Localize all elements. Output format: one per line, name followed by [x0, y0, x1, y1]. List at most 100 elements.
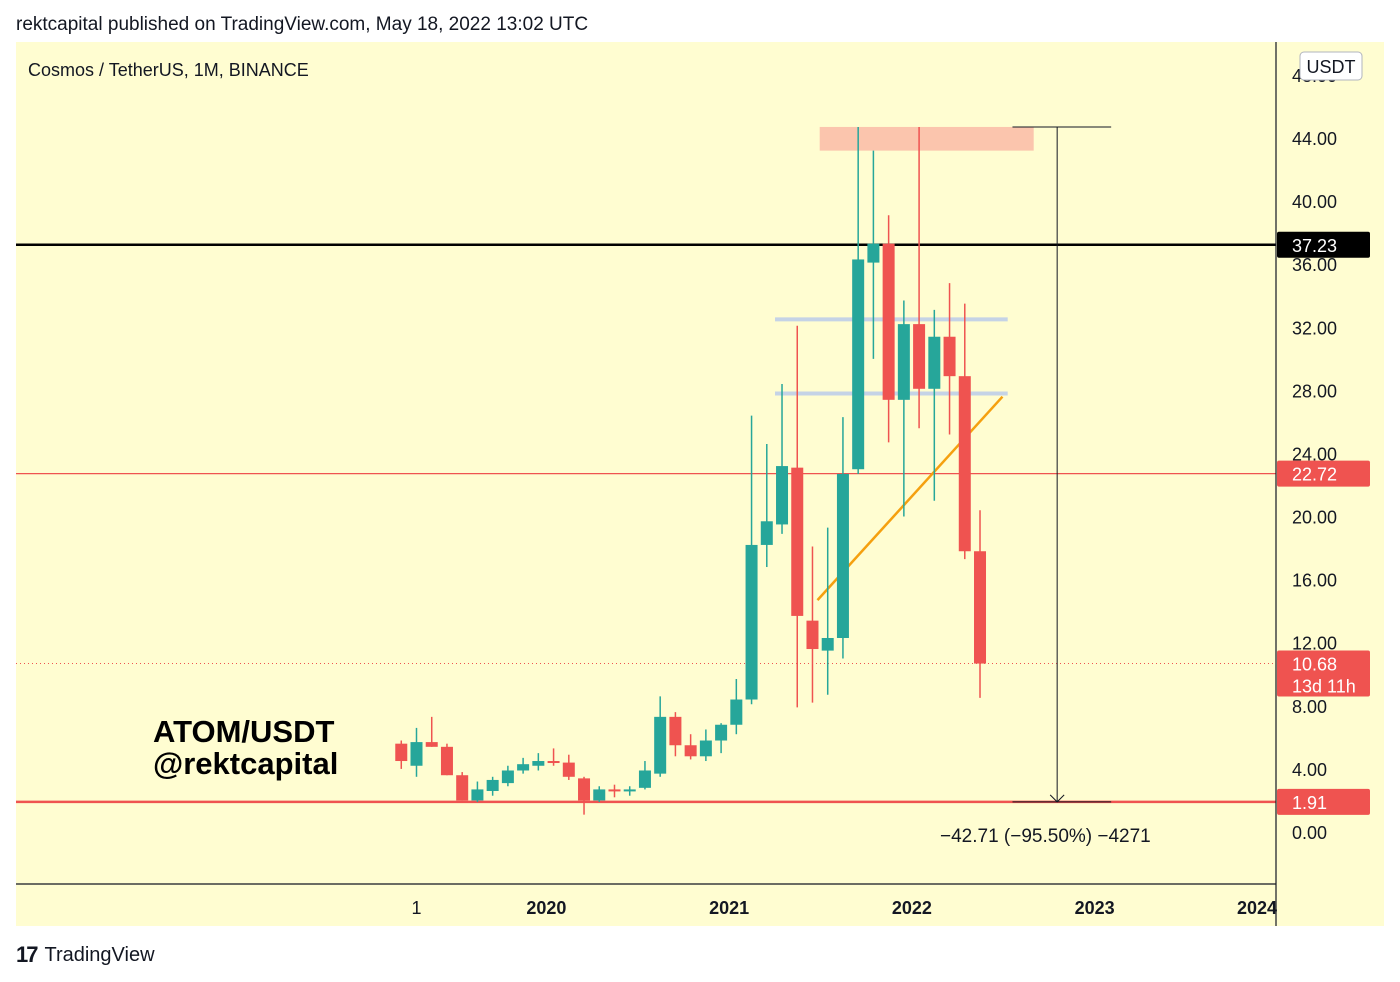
candle-body [836, 473, 849, 638]
candle [882, 215, 895, 443]
x-tick-label: 2020 [526, 898, 566, 918]
y-tick-label: 0.00 [1292, 823, 1327, 843]
candle [486, 776, 499, 796]
y-tick-label: 4.00 [1292, 760, 1327, 780]
y-tick-label: 40.00 [1292, 192, 1337, 212]
candle [836, 417, 849, 659]
tradingview-logo-icon: 17 [16, 942, 39, 967]
candle [654, 696, 667, 777]
candle-body [821, 637, 834, 651]
candle [608, 784, 621, 798]
candle-body [486, 779, 499, 791]
candle-body [715, 724, 728, 741]
candle [897, 300, 910, 517]
candle [547, 748, 560, 766]
price-tag-bg [1277, 788, 1370, 815]
y-tick-label: 12.00 [1292, 634, 1337, 654]
current-price-tag: 10.68 [1292, 655, 1337, 675]
candle-body [699, 740, 712, 757]
measure-label: −42.71 (−95.50%) −4271 [940, 826, 1151, 847]
chart-area[interactable]: −42.71 (−95.50%) −4271 0.00 4.00 8.00 12.00… [16, 42, 1384, 926]
candle [593, 786, 606, 803]
measure-arrowhead [1049, 794, 1065, 803]
publish-info: rektcapital published on TradingView.com… [16, 14, 589, 35]
current-price-tag-countdown: 13d 11h [1292, 677, 1356, 697]
candle-body [791, 467, 804, 616]
candle [852, 126, 865, 474]
candle [730, 679, 743, 735]
candle [699, 729, 712, 762]
candle [562, 754, 575, 780]
price-tag: 22.72 [1292, 465, 1337, 485]
candle-body [638, 770, 651, 788]
candle-body [471, 789, 484, 801]
candle-body [745, 544, 758, 700]
candle-body [395, 743, 408, 762]
candle-body [913, 324, 926, 389]
candle [867, 150, 880, 359]
candle-body [593, 789, 606, 801]
symbol-title: Cosmos / TetherUS, 1M, BINANCE [28, 60, 309, 80]
candle-body [547, 761, 560, 764]
y-tick-label: 32.00 [1292, 318, 1337, 338]
candle [532, 753, 545, 771]
candle [517, 757, 530, 774]
candle-body [684, 745, 697, 757]
candle-body [867, 243, 880, 263]
candle-body [562, 762, 575, 777]
candle-body [456, 775, 469, 801]
candle [974, 510, 987, 698]
candle-body [730, 699, 743, 725]
candle [913, 126, 926, 429]
current-price-tag-bg [1277, 650, 1370, 697]
currency-badge [1299, 51, 1363, 81]
y-tick-label: 8.00 [1292, 697, 1327, 717]
candle [821, 527, 834, 695]
overlay-handle: @rektcapital [153, 746, 338, 781]
candle-body [974, 551, 987, 664]
candle-body [608, 789, 621, 792]
candle [578, 776, 591, 815]
candle-body [897, 324, 910, 400]
candle [943, 283, 956, 435]
resistance-zone [819, 126, 1034, 151]
candle [471, 781, 484, 803]
candle-body [806, 620, 819, 650]
y-tick-label: 28.00 [1292, 381, 1337, 401]
candle [806, 546, 819, 703]
candle [745, 415, 758, 705]
price-tag-bg [1277, 460, 1370, 487]
candle-body [623, 789, 636, 792]
price-tag: 1.91 [1292, 793, 1327, 813]
candle [410, 727, 423, 777]
candle-body [501, 770, 514, 784]
candle-body [882, 243, 895, 400]
candle-body [532, 761, 545, 766]
candle [669, 712, 682, 757]
candle-body [669, 716, 682, 746]
candle [715, 723, 728, 754]
candle-body [958, 376, 971, 552]
price-chart[interactable]: −42.71 (−95.50%) −4271 0.00 4.00 8.00 12.00… [16, 42, 1384, 926]
y-tick-label: 36.00 [1292, 255, 1337, 275]
candle-body [517, 764, 530, 771]
candle [760, 443, 773, 568]
currency-label: USDT [1307, 57, 1356, 77]
y-tick-label: 20.00 [1292, 508, 1337, 528]
candle [623, 786, 636, 796]
candle-body [425, 742, 438, 747]
candle-body [440, 746, 453, 776]
candle-body [852, 259, 865, 470]
x-tick-label: 2021 [709, 898, 749, 918]
candle-body [410, 742, 423, 766]
footer-brand: TradingView [44, 943, 155, 966]
x-tick-label: 1 [411, 898, 421, 918]
candle [440, 743, 453, 776]
candle [791, 325, 804, 708]
candle [395, 740, 408, 769]
candle [928, 309, 941, 501]
y-tick-label: 44.00 [1292, 129, 1337, 149]
y-tick-label: 24.00 [1292, 444, 1337, 464]
axis-label-cover [1277, 885, 1384, 926]
candle [501, 765, 514, 787]
